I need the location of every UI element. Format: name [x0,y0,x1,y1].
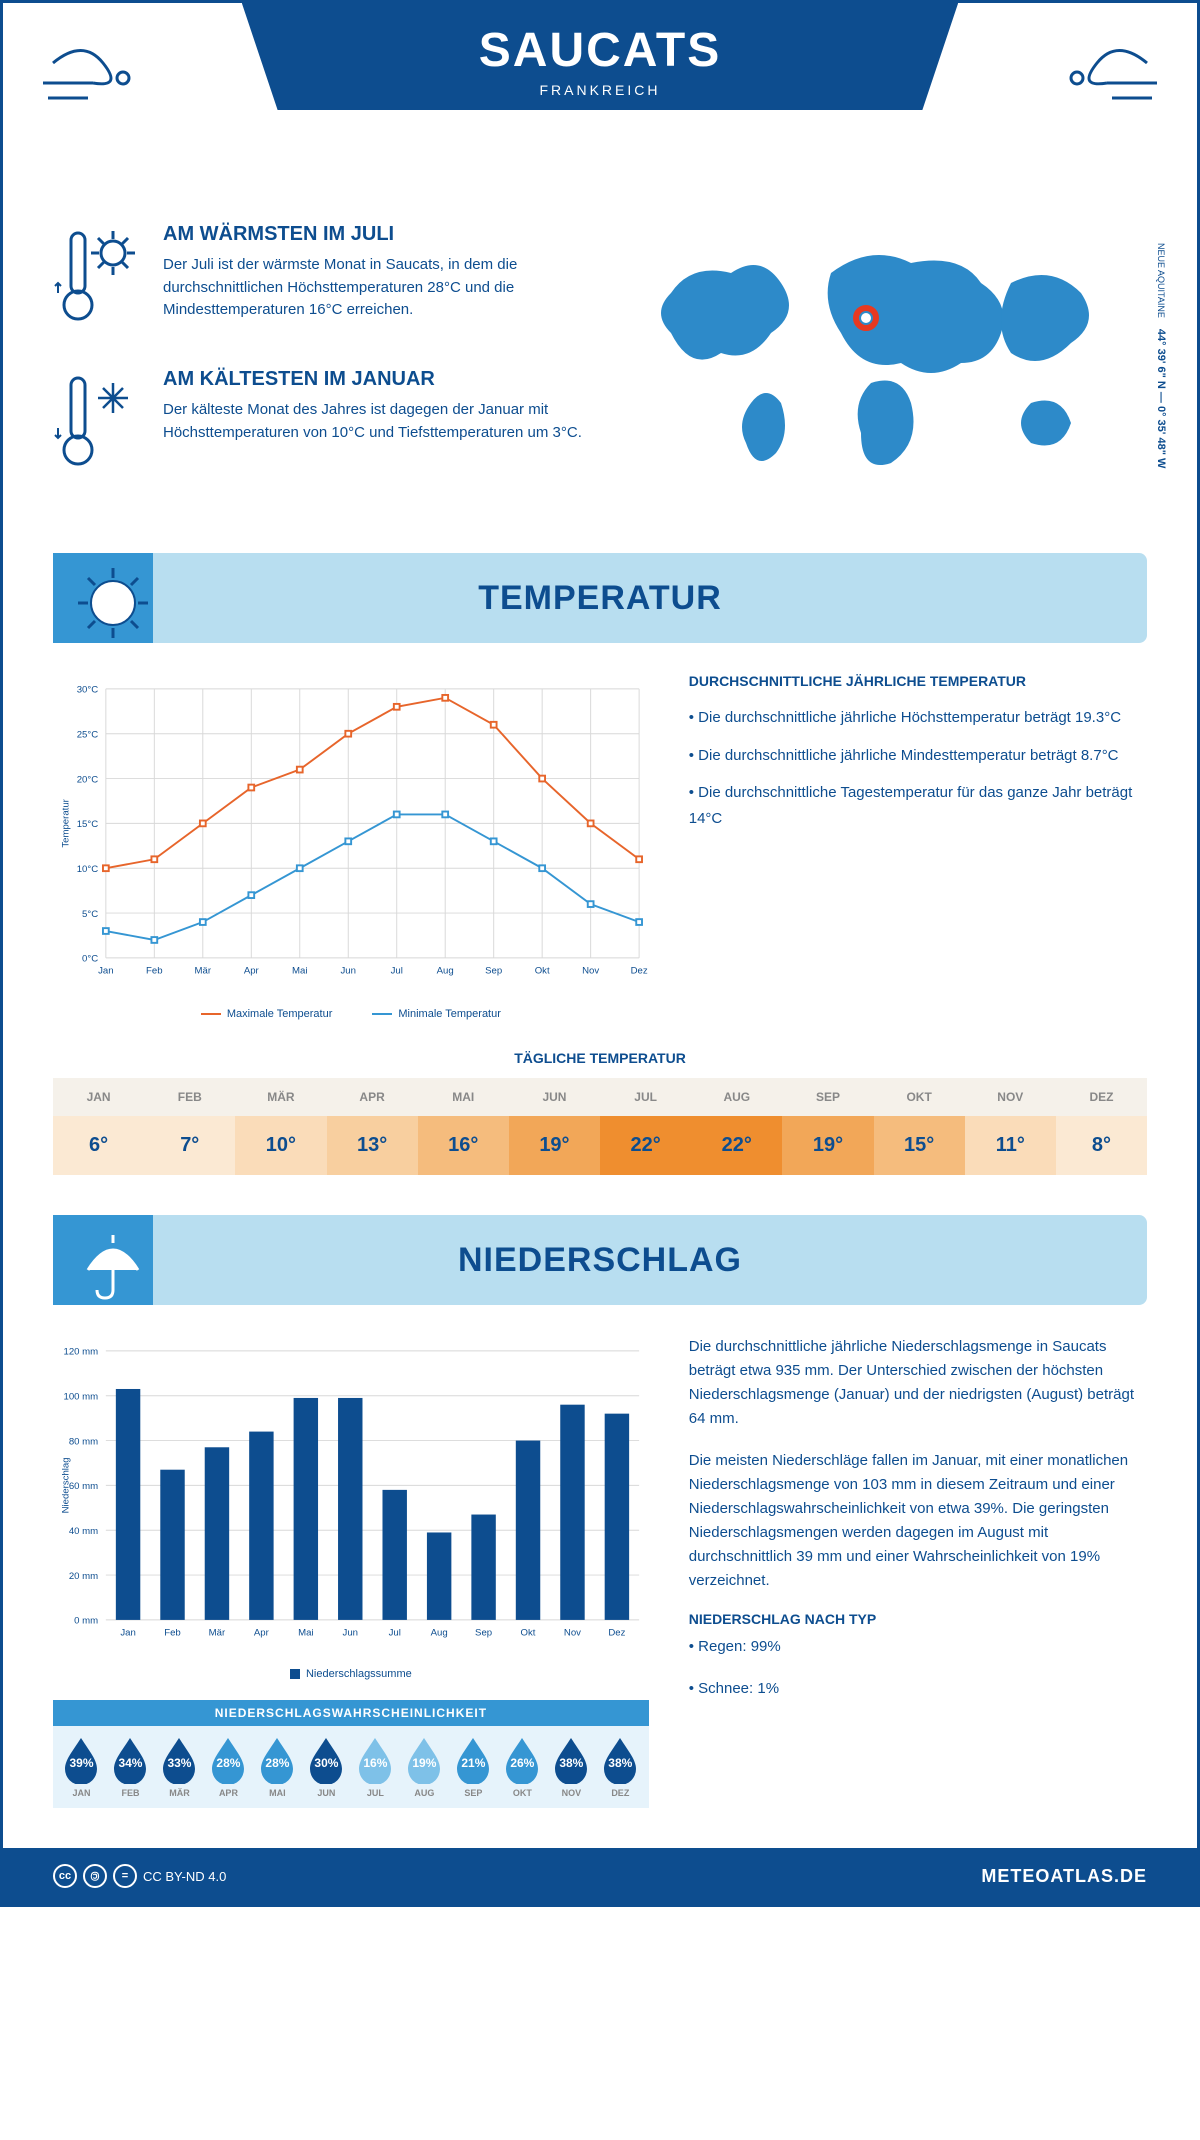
sun-icon [73,563,153,648]
svg-text:Mär: Mär [195,965,212,976]
precip-section-header: NIEDERSCHLAG [53,1215,1147,1305]
footer: cc 🄯 = CC BY-ND 4.0 METEOATLAS.DE [3,1848,1197,1904]
svg-text:Feb: Feb [164,1627,181,1638]
svg-text:Aug: Aug [431,1627,448,1638]
precipitation-bar-chart: 0 mm 20 mm 40 mm 60 mm 80 mm 100 mm 120 mm Jan F… [53,1335,649,1680]
svg-text:Sep: Sep [475,1627,492,1638]
svg-text:10°C: 10°C [77,864,99,875]
svg-text:Mai: Mai [292,965,307,976]
svg-text:Jul: Jul [391,965,403,976]
svg-text:Aug: Aug [437,965,454,976]
svg-text:Okt: Okt [521,1627,536,1638]
temperature-summary: DURCHSCHNITTLICHE JÄHRLICHE TEMPERATUR •… [689,673,1147,1020]
svg-text:100 mm: 100 mm [64,1392,99,1403]
header: SAUCATS FRANKREICH [3,3,1197,203]
license-label: CC BY-ND 4.0 [143,1869,226,1884]
cc-icon: cc [53,1864,77,1888]
temperature-line-chart: 0°C 5°C 10°C 15°C 20°C 25°C 30°C Jan Feb Mär Apr Ma… [53,673,649,1020]
svg-text:30°C: 30°C [77,685,99,696]
svg-text:Niederschlag: Niederschlag [60,1457,71,1513]
svg-text:40 mm: 40 mm [69,1526,98,1537]
thermometer-sun-icon [53,223,143,338]
svg-text:Nov: Nov [582,965,599,976]
wind-icon [33,33,153,128]
svg-text:Dez: Dez [631,965,648,976]
svg-text:Feb: Feb [146,965,163,976]
nd-icon: = [113,1864,137,1888]
precipitation-probability: NIEDERSCHLAGSWAHRSCHEINLICHKEIT 39%JAN34… [53,1700,649,1808]
cold-text: Der kälteste Monat des Jahres ist dagege… [163,399,585,444]
cold-title: AM KÄLTESTEN IM JANUAR [163,368,585,391]
svg-text:Sep: Sep [485,965,502,976]
svg-text:15°C: 15°C [77,819,99,830]
coordinates: NEUE AQUITAINE 44° 39' 6" N — 0° 35' 48"… [1155,243,1167,468]
chart-legend: Maximale Temperatur Minimale Temperatur [53,1008,649,1020]
site-name: METEOATLAS.DE [981,1866,1147,1887]
svg-text:Jan: Jan [98,965,113,976]
umbrella-icon [73,1225,153,1310]
svg-text:Mai: Mai [298,1627,313,1638]
svg-text:Mär: Mär [209,1627,226,1638]
svg-text:0°C: 0°C [82,954,98,965]
svg-text:Jan: Jan [120,1627,135,1638]
temp-section-header: TEMPERATUR [53,553,1147,643]
cold-block: AM KÄLTESTEN IM JANUAR Der kälteste Mona… [53,368,585,483]
svg-text:Okt: Okt [535,965,550,976]
svg-text:60 mm: 60 mm [69,1481,98,1492]
svg-text:Apr: Apr [254,1627,270,1638]
svg-text:Apr: Apr [244,965,260,976]
warm-block: AM WÄRMSTEN IM JULI Der Juli ist der wär… [53,223,585,338]
wind-icon [1047,33,1167,128]
svg-text:80 mm: 80 mm [69,1436,98,1447]
by-icon: 🄯 [83,1864,107,1888]
title-banner: SAUCATS FRANKREICH [242,3,958,110]
warm-title: AM WÄRMSTEN IM JULI [163,223,585,246]
svg-text:Jun: Jun [341,965,356,976]
thermometer-snow-icon [53,368,143,483]
svg-text:Nov: Nov [564,1627,581,1638]
svg-text:Temperatur: Temperatur [60,798,71,847]
daily-temp-table: JAN6°FEB7°MÄR10°APR13°MAI16°JUN19°JUL22°… [53,1078,1147,1175]
svg-text:120 mm: 120 mm [64,1347,99,1358]
svg-text:0 mm: 0 mm [74,1616,98,1627]
svg-text:20 mm: 20 mm [69,1571,98,1582]
warm-text: Der Juli ist der wärmste Monat in Saucat… [163,254,585,322]
svg-text:5°C: 5°C [82,909,98,920]
page-subtitle: FRANKREICH [242,82,958,98]
precipitation-summary: Die durchschnittliche jährliche Niedersc… [689,1335,1147,1808]
svg-text:Dez: Dez [608,1627,625,1638]
daily-temp-title: TÄGLICHE TEMPERATUR [3,1050,1197,1066]
svg-text:25°C: 25°C [77,730,99,741]
svg-text:Jun: Jun [343,1627,358,1638]
svg-text:20°C: 20°C [77,774,99,785]
svg-text:Jul: Jul [389,1627,401,1638]
page-title: SAUCATS [242,23,958,78]
world-map: NEUE AQUITAINE 44° 39' 6" N — 0° 35' 48"… [615,223,1147,513]
